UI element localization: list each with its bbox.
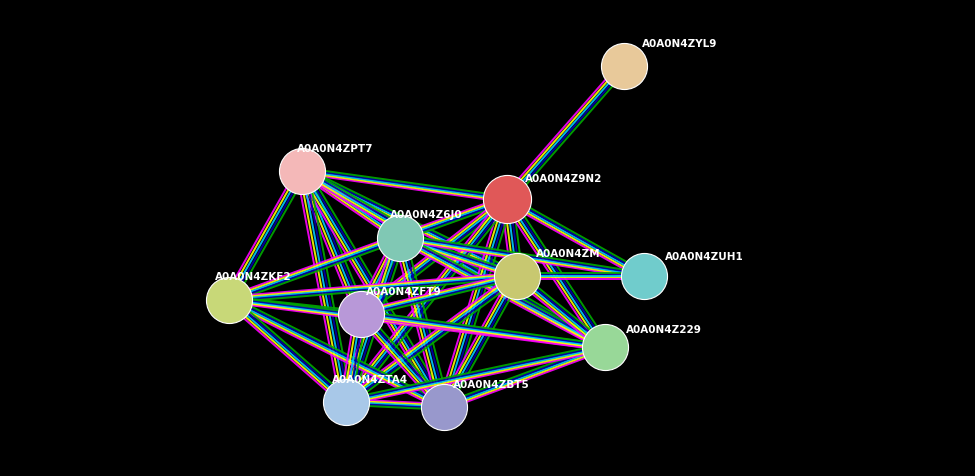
Point [636,272,651,280]
Text: A0A0N4ZPT7: A0A0N4ZPT7 [297,143,373,153]
Point [509,272,525,280]
Text: A0A0N4Z9N2: A0A0N4Z9N2 [525,173,602,183]
Text: A0A0N4Z229: A0A0N4Z229 [626,324,702,334]
Point [436,403,451,411]
Text: A0A0N4ZKF2: A0A0N4ZKF2 [214,272,292,282]
Text: A0A0N4Z6J0: A0A0N4Z6J0 [390,210,462,220]
Text: A0A0N4ZBT5: A0A0N4ZBT5 [453,379,530,389]
Point [597,344,612,351]
Point [616,63,632,70]
Text: A0A0N4ZTA4: A0A0N4ZTA4 [332,374,408,384]
Point [353,310,369,318]
Text: A0A0N4ZFT9: A0A0N4ZFT9 [366,286,442,296]
Point [392,234,408,242]
Point [338,398,354,406]
Text: A0A0N4ZUH1: A0A0N4ZUH1 [665,252,744,262]
Point [221,296,237,304]
Point [499,196,515,204]
Point [294,168,310,175]
Text: A0A0N4ZM: A0A0N4ZM [536,248,601,258]
Text: A0A0N4ZYL9: A0A0N4ZYL9 [642,39,717,49]
